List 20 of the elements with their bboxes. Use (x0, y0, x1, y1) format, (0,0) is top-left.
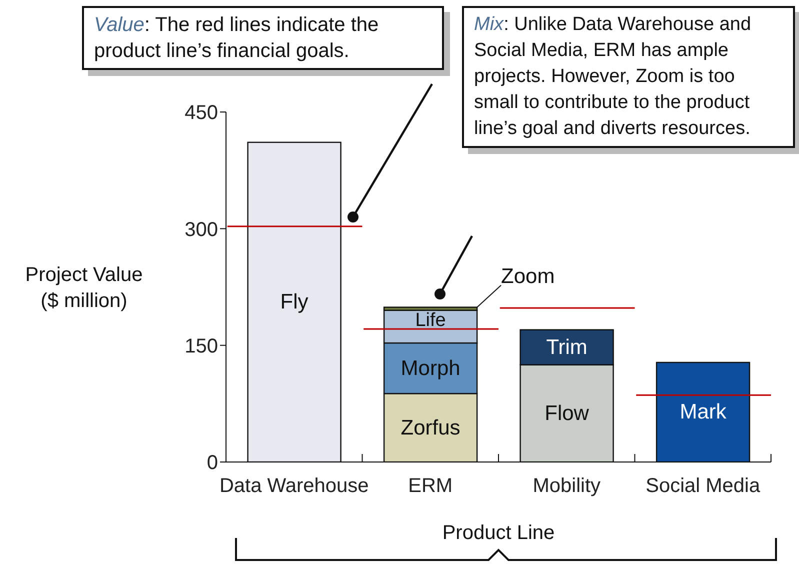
x-tick-label: Social Media (646, 475, 761, 498)
x-axis-title: Product Line (441, 522, 556, 545)
x-tick-label: Data Warehouse (219, 475, 369, 498)
series-label: Mark (680, 400, 727, 424)
text: Value: The red lines indicate the product line’s financial goals. (94, 14, 379, 62)
x-tick-label: Mobility (532, 475, 601, 498)
series-label: Life (415, 310, 446, 332)
series-label: Zorfus (400, 416, 460, 440)
x-tick-label: ERM (408, 475, 453, 498)
series-label: Morph (400, 356, 460, 380)
annotation: Mix: Unlike Data Warehouse and Social Media, ERM has ample projects. However, Zoom is too small to contribute to the product line’s goal and diverts resources. (474, 14, 752, 139)
series-label: Zoom (501, 265, 555, 288)
y-tick-label: 150 (184, 335, 218, 358)
series-label: Fly (280, 290, 309, 314)
series-label: Flow (544, 402, 590, 425)
series-label: Trim (546, 336, 588, 359)
y-axis-title: Project Value ($ million) (24, 263, 144, 314)
y-tick-label: 0 (206, 452, 218, 474)
y-tick-label: 450 (184, 102, 218, 124)
y-tick-label: 300 (184, 218, 218, 241)
